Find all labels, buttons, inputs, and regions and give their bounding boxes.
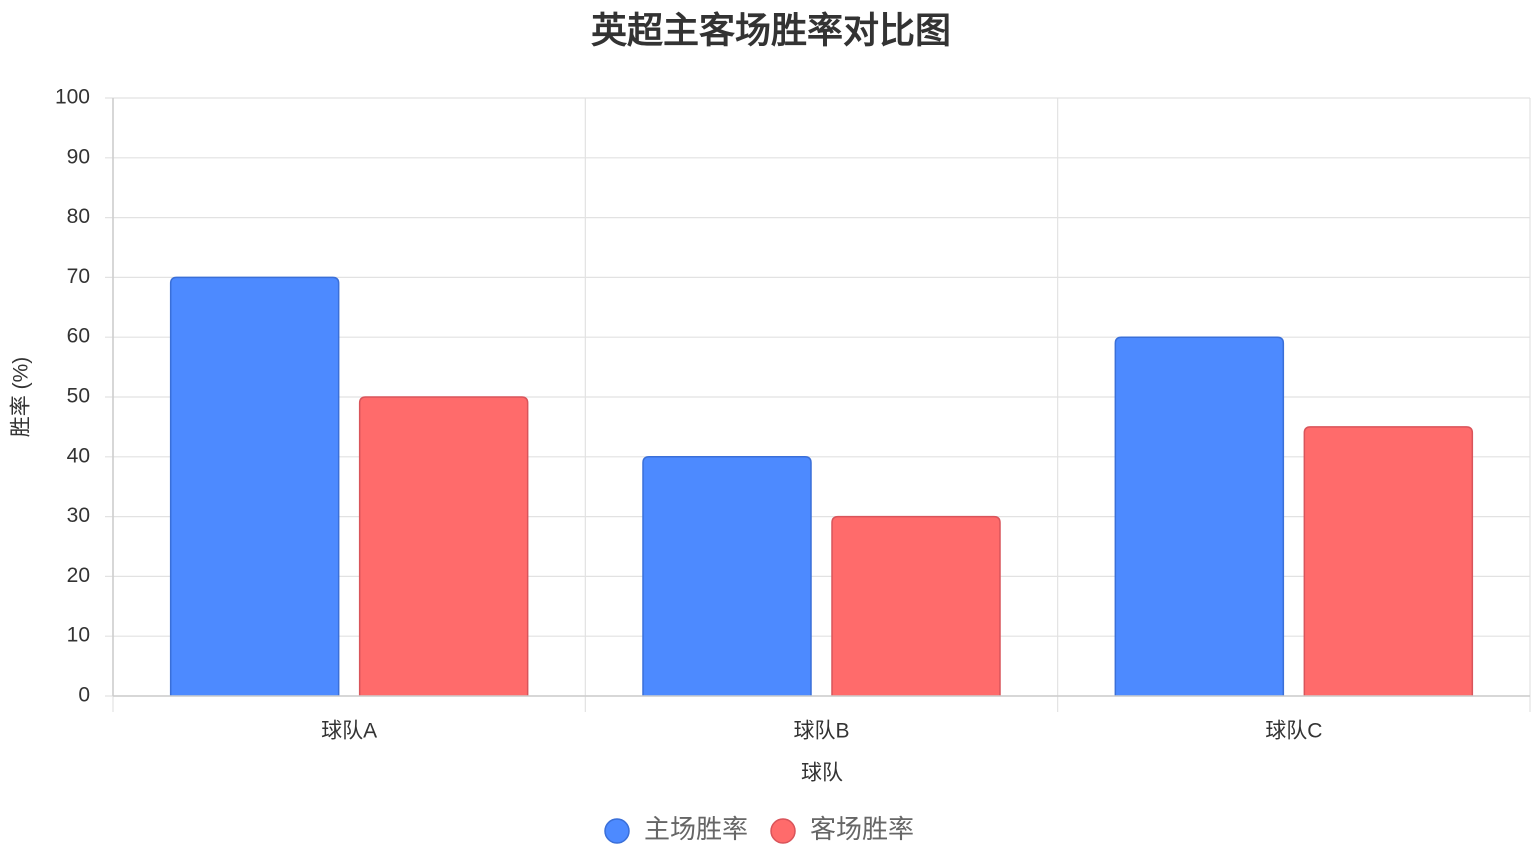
legend-marker	[604, 818, 630, 844]
x-axis-title: 球队	[801, 762, 843, 785]
legend-label: 客场胜率	[810, 814, 914, 844]
y-tick-label: 10	[67, 624, 90, 647]
y-tick-label: 60	[67, 325, 90, 348]
x-tick-label: 球队A	[321, 720, 377, 743]
bar	[642, 456, 812, 696]
y-tick-label: 50	[67, 385, 90, 408]
y-tick-label: 20	[67, 564, 90, 587]
legend-label: 主场胜率	[644, 814, 748, 844]
y-tick-label: 70	[67, 265, 90, 288]
y-tick-label: 90	[67, 145, 90, 168]
bar	[358, 396, 529, 696]
chart-title: 英超主客场胜率对比图	[591, 10, 951, 51]
bar	[831, 515, 1001, 696]
bar	[1114, 336, 1285, 696]
y-tick-label: 0	[78, 684, 90, 707]
bar	[1303, 426, 1474, 696]
x-tick-label: 球队B	[793, 720, 849, 743]
y-tick-label: 40	[67, 444, 90, 467]
y-tick-label: 80	[67, 205, 90, 228]
y-tick-label: 100	[55, 86, 90, 109]
legend-marker	[770, 818, 796, 844]
y-axis-title: 胜率 (%)	[10, 357, 33, 438]
bar	[169, 276, 340, 696]
y-tick-label: 30	[67, 504, 90, 527]
x-tick-label: 球队C	[1265, 720, 1322, 743]
